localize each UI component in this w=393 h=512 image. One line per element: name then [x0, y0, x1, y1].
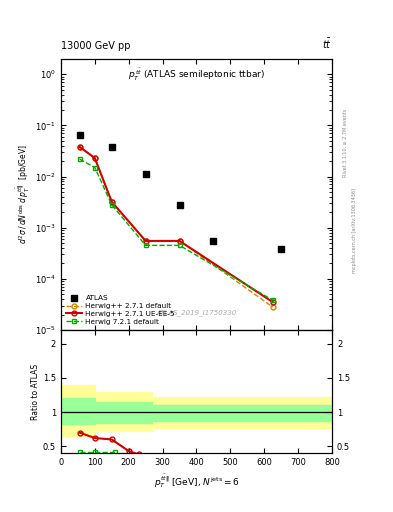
Text: Rivet 3.1.10, ≥ 2.7M events: Rivet 3.1.10, ≥ 2.7M events	[343, 109, 348, 178]
Text: $p_T^{\,t\bar{t}}$ (ATLAS semileptonic ttbar): $p_T^{\,t\bar{t}}$ (ATLAS semileptonic t…	[128, 67, 265, 83]
X-axis label: $p^{t\bar{t}\|}_{T}$ [GeV], $N^\mathrm{jets} = 6$: $p^{t\bar{t}\|}_{T}$ [GeV], $N^\mathrm{j…	[154, 473, 239, 490]
Herwig 7.2.1 default	[177, 242, 182, 248]
Herwig++ 2.7.1 default	[143, 238, 148, 244]
Herwig++ 2.7.1 UE-EE-5	[109, 199, 114, 205]
Herwig 7.2.1 default	[109, 202, 114, 208]
ATLAS	[211, 238, 216, 244]
Herwig++ 2.7.1 UE-EE-5	[77, 144, 82, 150]
Herwig 7.2.1 default	[270, 297, 275, 303]
Herwig++ 2.7.1 default	[92, 155, 97, 161]
ATLAS	[177, 202, 182, 208]
Legend: ATLAS, Herwig++ 2.7.1 default, Herwig++ 2.7.1 UE-EE-5, Herwig 7.2.1 default: ATLAS, Herwig++ 2.7.1 default, Herwig++ …	[64, 294, 176, 326]
ATLAS	[109, 144, 114, 150]
Line: Herwig++ 2.7.1 default: Herwig++ 2.7.1 default	[77, 144, 275, 309]
Herwig++ 2.7.1 UE-EE-5	[143, 238, 148, 244]
Herwig 7.2.1 default	[77, 156, 82, 162]
Line: Herwig 7.2.1 default: Herwig 7.2.1 default	[77, 157, 275, 303]
Y-axis label: Ratio to ATLAS: Ratio to ATLAS	[31, 364, 40, 419]
Text: $t\bar{t}$: $t\bar{t}$	[322, 37, 332, 51]
Text: mcplots.cern.ch [arXiv:1306.3436]: mcplots.cern.ch [arXiv:1306.3436]	[352, 188, 357, 273]
Herwig++ 2.7.1 default	[77, 144, 82, 150]
Herwig++ 2.7.1 UE-EE-5	[177, 238, 182, 244]
Herwig++ 2.7.1 UE-EE-5	[92, 155, 97, 161]
Text: 13000 GeV pp: 13000 GeV pp	[61, 41, 130, 51]
ATLAS	[143, 172, 148, 178]
Herwig++ 2.7.1 default	[270, 304, 275, 310]
Herwig 7.2.1 default	[143, 242, 148, 248]
Y-axis label: $d^2\sigma\,/\,dN^\mathrm{obs}\,d\,p^{t\bar{t}\|}_{T}$  [pb/GeV]: $d^2\sigma\,/\,dN^\mathrm{obs}\,d\,p^{t\…	[15, 144, 32, 244]
ATLAS	[279, 246, 284, 252]
Herwig++ 2.7.1 UE-EE-5	[270, 299, 275, 305]
Herwig++ 2.7.1 default	[177, 238, 182, 244]
Line: ATLAS: ATLAS	[76, 132, 285, 252]
Herwig++ 2.7.1 default	[109, 199, 114, 205]
Line: Herwig++ 2.7.1 UE-EE-5: Herwig++ 2.7.1 UE-EE-5	[77, 144, 275, 305]
ATLAS	[77, 132, 82, 138]
Text: ATLAS_2019_I1750330: ATLAS_2019_I1750330	[156, 310, 237, 316]
Herwig 7.2.1 default	[92, 164, 97, 170]
